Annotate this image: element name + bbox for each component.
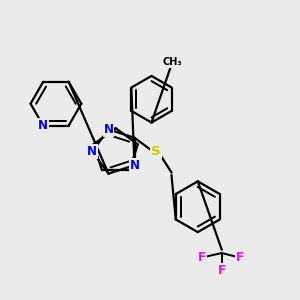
Text: F: F [198,251,206,264]
Text: N: N [103,123,113,136]
Text: N: N [38,119,48,132]
Text: F: F [236,251,244,264]
Text: N: N [87,145,98,158]
Text: CH₃: CH₃ [163,57,182,67]
Text: S: S [151,145,161,158]
Text: F: F [218,264,226,278]
Text: N: N [130,159,140,172]
